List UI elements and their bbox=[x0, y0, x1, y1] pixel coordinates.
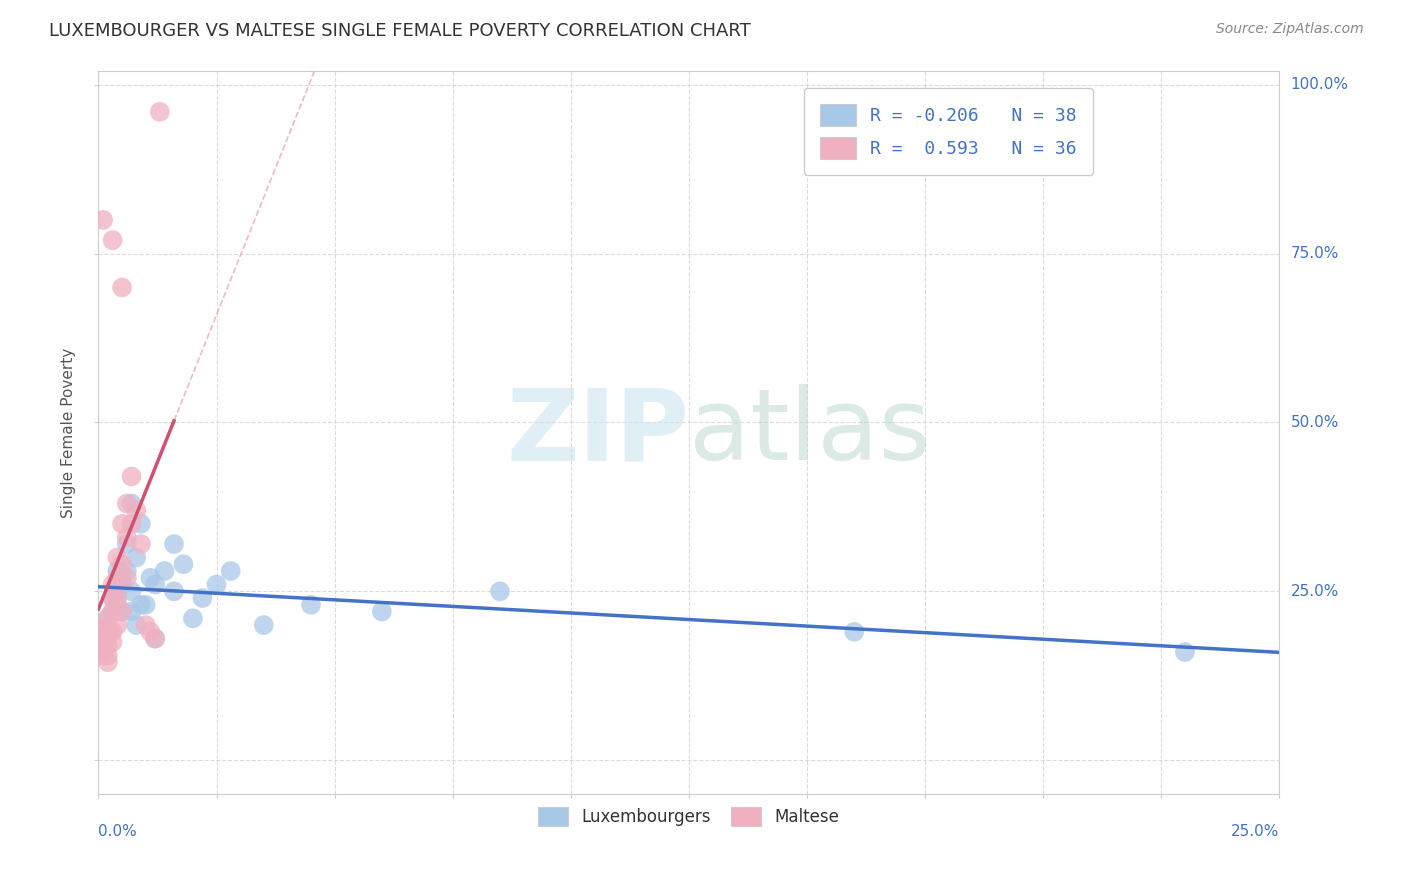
Point bbox=[97, 648, 120, 663]
Point bbox=[97, 638, 120, 652]
Point bbox=[101, 233, 124, 247]
Point bbox=[97, 628, 120, 642]
Point bbox=[371, 605, 394, 619]
Point bbox=[163, 584, 186, 599]
Point bbox=[125, 503, 148, 517]
Point bbox=[111, 577, 134, 591]
Point bbox=[105, 564, 128, 578]
Point bbox=[115, 496, 138, 510]
Point bbox=[129, 598, 152, 612]
Point bbox=[91, 641, 114, 656]
Point bbox=[121, 496, 143, 510]
Point bbox=[97, 655, 120, 669]
Point bbox=[91, 635, 114, 649]
Point bbox=[101, 577, 124, 591]
Point bbox=[149, 104, 172, 119]
Point bbox=[105, 591, 128, 605]
Point bbox=[143, 632, 166, 646]
Point bbox=[121, 469, 143, 483]
Point bbox=[153, 564, 176, 578]
Point bbox=[101, 591, 124, 605]
Point bbox=[97, 611, 120, 625]
Point bbox=[143, 577, 166, 591]
Point bbox=[101, 635, 124, 649]
Point bbox=[101, 624, 124, 639]
Point bbox=[101, 605, 124, 619]
Point bbox=[111, 516, 134, 531]
Text: 50.0%: 50.0% bbox=[1291, 415, 1339, 430]
Point bbox=[135, 618, 157, 632]
Point bbox=[121, 605, 143, 619]
Point bbox=[91, 632, 114, 646]
Text: ZIP: ZIP bbox=[506, 384, 689, 481]
Point bbox=[105, 598, 128, 612]
Point bbox=[253, 618, 276, 632]
Point bbox=[97, 611, 120, 625]
Point bbox=[844, 624, 866, 639]
Point bbox=[115, 571, 138, 585]
Point bbox=[101, 591, 124, 605]
Point bbox=[101, 605, 124, 619]
Point bbox=[105, 571, 128, 585]
Point bbox=[111, 558, 134, 572]
Point bbox=[489, 584, 512, 599]
Point bbox=[163, 537, 186, 551]
Point bbox=[129, 537, 152, 551]
Point bbox=[181, 611, 204, 625]
Point bbox=[115, 564, 138, 578]
Text: 100.0%: 100.0% bbox=[1291, 78, 1348, 93]
Point bbox=[105, 584, 128, 599]
Text: 0.0%: 0.0% bbox=[98, 824, 138, 839]
Point bbox=[111, 280, 134, 294]
Point bbox=[143, 632, 166, 646]
Point bbox=[219, 564, 242, 578]
Point bbox=[299, 598, 322, 612]
Point bbox=[129, 516, 152, 531]
Point bbox=[91, 213, 114, 227]
Point bbox=[121, 516, 143, 531]
Point bbox=[191, 591, 214, 605]
Text: Source: ZipAtlas.com: Source: ZipAtlas.com bbox=[1216, 22, 1364, 37]
Point bbox=[1174, 645, 1197, 659]
Text: atlas: atlas bbox=[689, 384, 931, 481]
Point bbox=[139, 571, 162, 585]
Point bbox=[125, 618, 148, 632]
Text: LUXEMBOURGER VS MALTESE SINGLE FEMALE POVERTY CORRELATION CHART: LUXEMBOURGER VS MALTESE SINGLE FEMALE PO… bbox=[49, 22, 751, 40]
Text: 25.0%: 25.0% bbox=[1232, 824, 1279, 839]
Point bbox=[125, 550, 148, 565]
Point bbox=[115, 537, 138, 551]
Text: 75.0%: 75.0% bbox=[1291, 246, 1339, 261]
Point bbox=[111, 571, 134, 585]
Point bbox=[105, 618, 128, 632]
Point bbox=[91, 648, 114, 663]
Point bbox=[121, 584, 143, 599]
Point bbox=[139, 624, 162, 639]
Point bbox=[205, 577, 228, 591]
Legend: Luxembourgers, Maltese: Luxembourgers, Maltese bbox=[524, 794, 853, 839]
Point bbox=[97, 624, 120, 639]
Point bbox=[172, 558, 194, 572]
Point bbox=[97, 622, 120, 636]
Point bbox=[91, 622, 114, 636]
Point bbox=[115, 530, 138, 544]
Point bbox=[105, 550, 128, 565]
Y-axis label: Single Female Poverty: Single Female Poverty bbox=[60, 348, 76, 517]
Point bbox=[111, 605, 134, 619]
Text: 25.0%: 25.0% bbox=[1291, 583, 1339, 599]
Point bbox=[111, 605, 134, 619]
Point bbox=[135, 598, 157, 612]
